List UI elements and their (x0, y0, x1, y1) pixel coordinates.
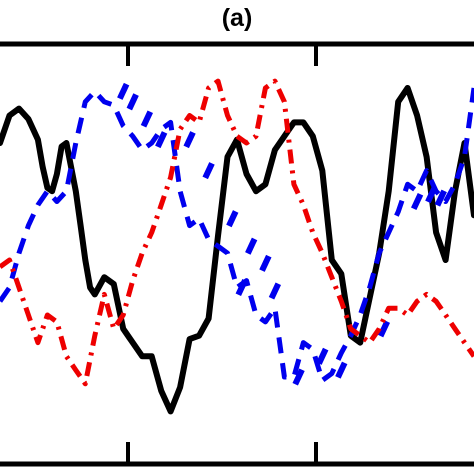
series-line-1 (0, 85, 474, 415)
series-2-mark-10 (235, 278, 248, 297)
series-layer (0, 78, 474, 415)
series-2-mark-15 (377, 320, 390, 338)
series-2-mark-6 (202, 162, 215, 180)
series-2-mark-13 (316, 347, 329, 365)
series-2-mark-4 (155, 131, 168, 149)
series-2-mark-5 (183, 131, 196, 149)
series-2-mark-2 (126, 93, 139, 111)
series-line-2 (0, 87, 474, 383)
series-2-mark-3 (140, 110, 153, 128)
series-2-mark-17 (425, 186, 438, 204)
series-line-3 (0, 78, 474, 387)
chart-frame (0, 41, 474, 467)
series-2-mark-8 (245, 237, 258, 255)
series-2-mark-7 (226, 210, 239, 228)
panel-label: (a) (221, 4, 253, 32)
series-2-mark-1 (117, 82, 130, 100)
series-2-mark-12 (292, 368, 305, 386)
series-2-mark-18 (434, 189, 447, 207)
series-2-mark-16 (411, 192, 424, 211)
series-2-mark-14 (335, 361, 348, 379)
series-2-mark-9 (259, 254, 272, 272)
series-2-mark-11 (268, 282, 281, 300)
